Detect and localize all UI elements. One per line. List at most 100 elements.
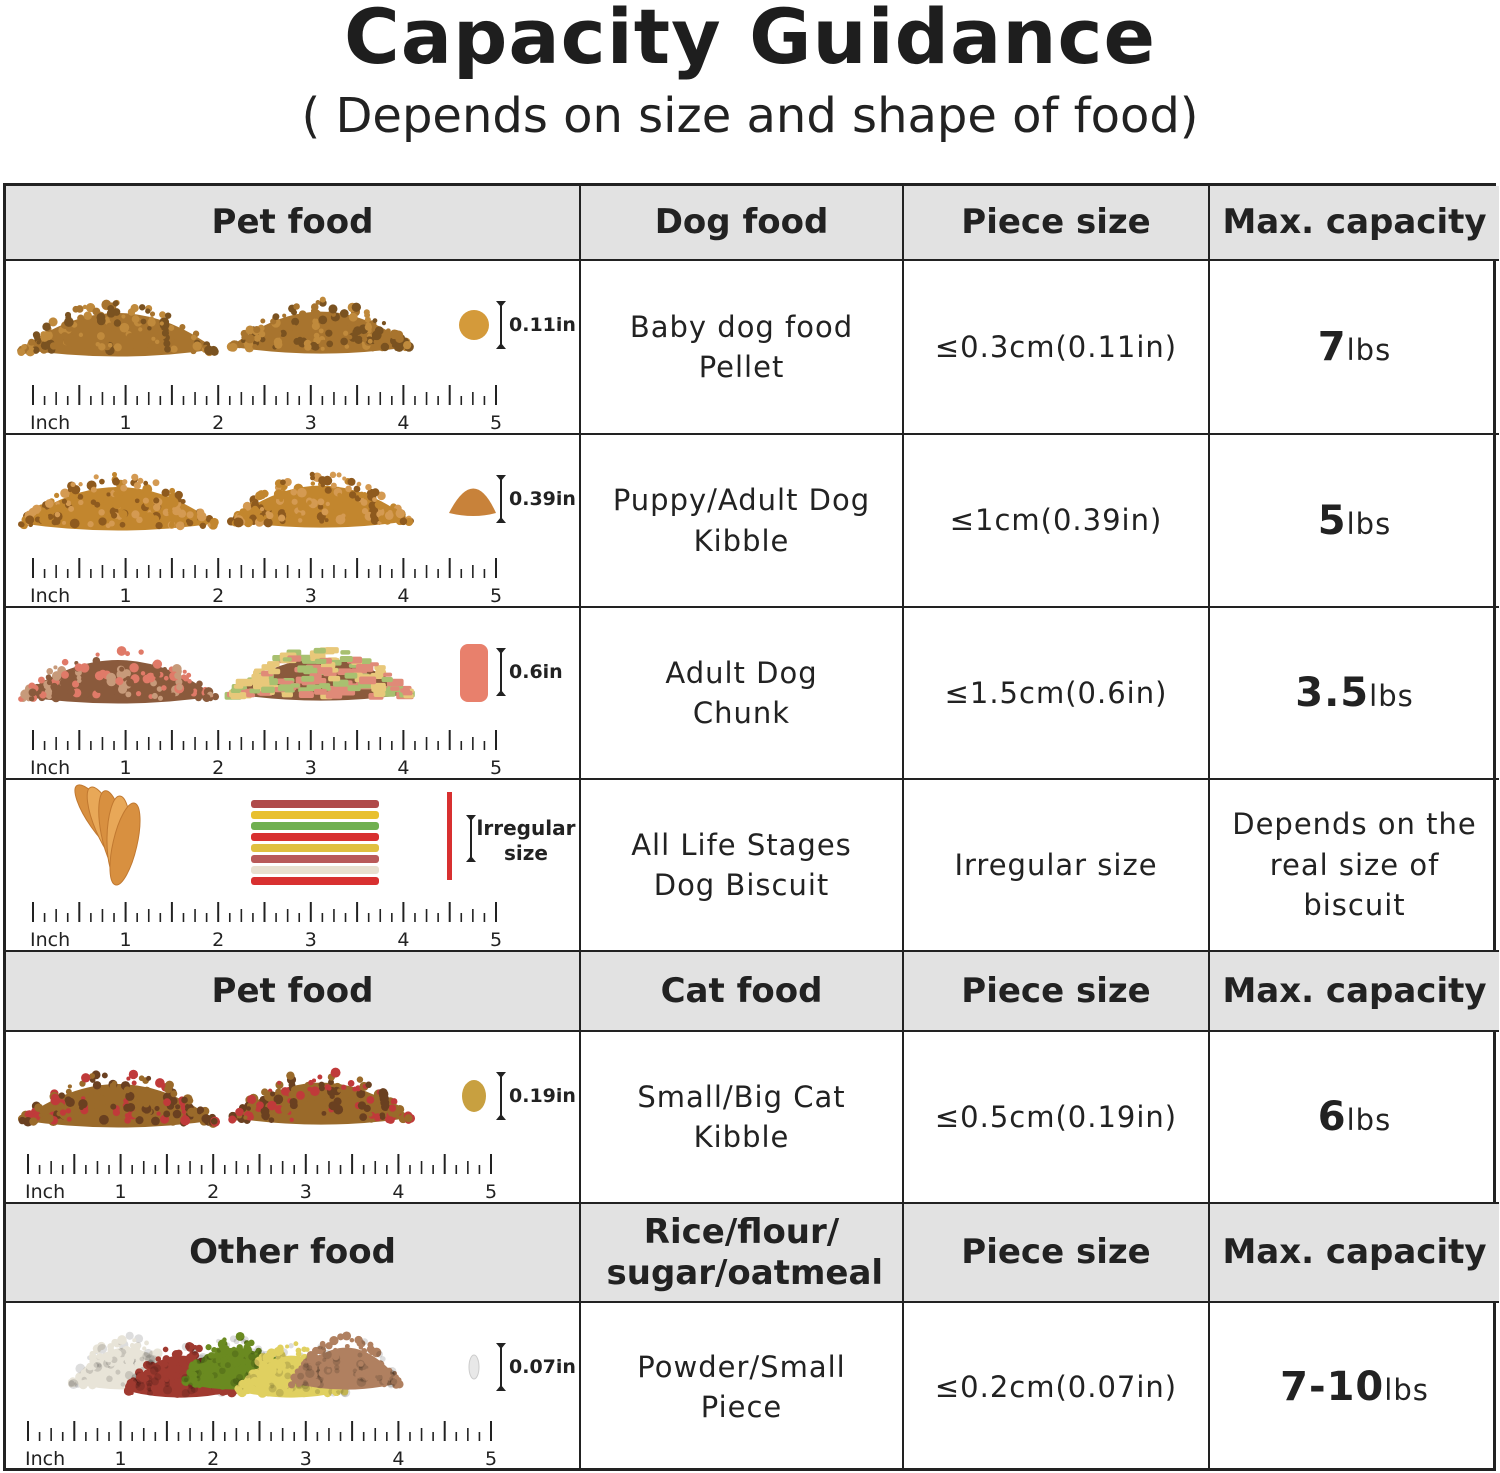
food-name: Small/Big Cat Kibble <box>637 1079 846 1154</box>
capacity-value: 6lbs <box>1318 1089 1391 1145</box>
piece-sample-image <box>459 310 489 340</box>
piece-size-cell: ≤0.2cm(0.07in) <box>904 1303 1210 1471</box>
piece-sample-image <box>460 644 488 702</box>
food-pile-image <box>228 1067 416 1125</box>
capacity-unit: lbs <box>1346 506 1392 541</box>
ruler-unit-label: Inch <box>30 585 70 607</box>
piece-sample-image <box>449 488 496 516</box>
ruler-number: 2 <box>212 929 224 951</box>
header-label: Cat food <box>660 970 823 1011</box>
capacity-unit: lbs <box>1346 333 1392 367</box>
measure-bracket-icon <box>496 301 506 349</box>
ruler-number: 2 <box>212 757 224 779</box>
ruler-number: 2 <box>207 1181 219 1203</box>
piece-size-cell: Irregular size <box>904 780 1210 952</box>
inch-ruler: Inch 1 2 3 4 5 <box>30 385 502 434</box>
max-capacity-cell: 6lbs <box>1210 1032 1499 1204</box>
header-food-type: Cat food <box>581 952 904 1032</box>
header-label: Dog food <box>654 202 829 243</box>
capacity-number: 5 <box>1317 497 1347 544</box>
capacity-unit: lbs <box>1369 679 1414 713</box>
ruler-number: 5 <box>490 929 502 951</box>
measure-bracket-icon <box>496 1072 506 1120</box>
food-name-cell: Baby dog food Pellet <box>581 261 904 435</box>
food-name: Baby dog food Pellet <box>629 309 854 384</box>
piece-sample-image <box>468 1354 480 1380</box>
measure-label: 0.19in <box>509 1085 576 1107</box>
ruler-number: 3 <box>300 1448 312 1470</box>
ruler-number: 1 <box>120 585 132 607</box>
ruler-number: 3 <box>305 929 317 951</box>
food-visual: 0.07in Inch 1 2 3 4 5 <box>25 1331 576 1470</box>
header-label: Rice/flour/ sugar/oatmeal <box>606 1211 884 1293</box>
piece-size-cell: ≤0.3cm(0.11in) <box>904 261 1210 435</box>
page-title: Capacity Guidance <box>343 0 1157 81</box>
capacity-note: Depends on the real size of biscuit <box>1232 807 1477 923</box>
header-food-type: Dog food <box>581 186 904 261</box>
ruler-number: 2 <box>207 1448 219 1470</box>
header-pet-food: Pet food <box>6 186 581 261</box>
ruler-number: 2 <box>212 585 224 607</box>
ruler-number: 1 <box>120 412 132 434</box>
ruler-number: 3 <box>305 585 317 607</box>
capacity-number: 7-10 <box>1280 1364 1385 1410</box>
jerky-image <box>74 784 141 886</box>
biscuit-pile-image <box>224 647 415 701</box>
max-capacity-cell: 7-10lbs <box>1210 1303 1499 1471</box>
header-label: Piece size <box>961 970 1151 1011</box>
ruler-unit-label: Inch <box>25 1181 65 1203</box>
max-capacity-cell: 3.5lbs <box>1210 608 1499 780</box>
food-pile-image <box>226 296 414 354</box>
food-visual: 0.6in Inch 1 2 3 4 5 <box>18 644 563 779</box>
ruler-number: 1 <box>120 757 132 779</box>
chew-sticks-image <box>251 800 379 885</box>
ruler-unit-label: Inch <box>30 757 70 779</box>
header-piece-size: Piece size <box>904 952 1210 1032</box>
measure-bracket-icon <box>496 648 506 696</box>
ruler-number: 3 <box>305 757 317 779</box>
measure-bracket-icon <box>496 475 506 523</box>
capacity-value: 7-10lbs <box>1280 1359 1429 1415</box>
ruler-number: 4 <box>392 1181 404 1203</box>
page-subtitle: ( Depends on size and shape of food) <box>301 88 1199 144</box>
ruler-number: 5 <box>490 585 502 607</box>
header-label: Pet food <box>211 970 374 1011</box>
ruler-number: 1 <box>115 1448 127 1470</box>
header-piece-size: Piece size <box>904 186 1210 261</box>
ruler-number: 5 <box>485 1181 497 1203</box>
food-name-cell: All Life Stages Dog Biscuit <box>581 780 904 952</box>
piece-size-value: ≤0.5cm(0.19in) <box>934 1099 1178 1134</box>
header-max-capacity: Max. capacity <box>1210 952 1499 1032</box>
piece-sample-image <box>462 1080 486 1112</box>
food-visual: 0.19in Inch 1 2 3 4 5 <box>17 1067 576 1203</box>
inch-ruler: Inch 1 2 3 4 5 <box>25 1154 497 1203</box>
food-pile-image <box>18 646 220 704</box>
piece-size-value: ≤1cm(0.39in) <box>949 503 1163 538</box>
ruler-number: 2 <box>212 412 224 434</box>
capacity-number: 3.5 <box>1295 670 1370 716</box>
ruler-number: 4 <box>397 929 409 951</box>
capacity-value: 3.5lbs <box>1295 665 1413 721</box>
ruler-number: 4 <box>392 1448 404 1470</box>
header-label: Max. capacity <box>1222 1232 1487 1273</box>
food-name: Adult Dog Chunk <box>665 655 818 730</box>
header-label: Piece size <box>961 1232 1151 1273</box>
max-capacity-cell: Depends on the real size of biscuit <box>1210 780 1499 952</box>
ruler-number: 4 <box>397 412 409 434</box>
measure-label: 0.39in <box>509 488 576 510</box>
piece-sample-image <box>447 792 452 880</box>
piece-size-cell: ≤0.5cm(0.19in) <box>904 1032 1210 1204</box>
pet-food-visual-cell: 0.11in Inch 1 2 3 4 5 <box>6 261 581 435</box>
food-pile-image <box>17 299 219 357</box>
measure-label: 0.11in <box>509 314 576 336</box>
header-max-capacity: Max. capacity <box>1210 186 1499 261</box>
ruler-unit-label: Inch <box>30 412 70 434</box>
food-pile-image <box>18 472 219 531</box>
piece-size-cell: ≤1cm(0.39in) <box>904 435 1210 608</box>
capacity-table: Pet food Dog food Piece size Max. capacity 0… <box>3 183 1499 1471</box>
food-name: Puppy/Adult Dog Kibble <box>612 483 871 558</box>
pet-food-visual-cell: 0.19in Inch 1 2 3 4 5 <box>6 1032 581 1204</box>
piece-size-value: ≤0.2cm(0.07in) <box>934 1369 1178 1404</box>
food-visual: 0.39in Inch 1 2 3 4 5 <box>18 471 576 607</box>
